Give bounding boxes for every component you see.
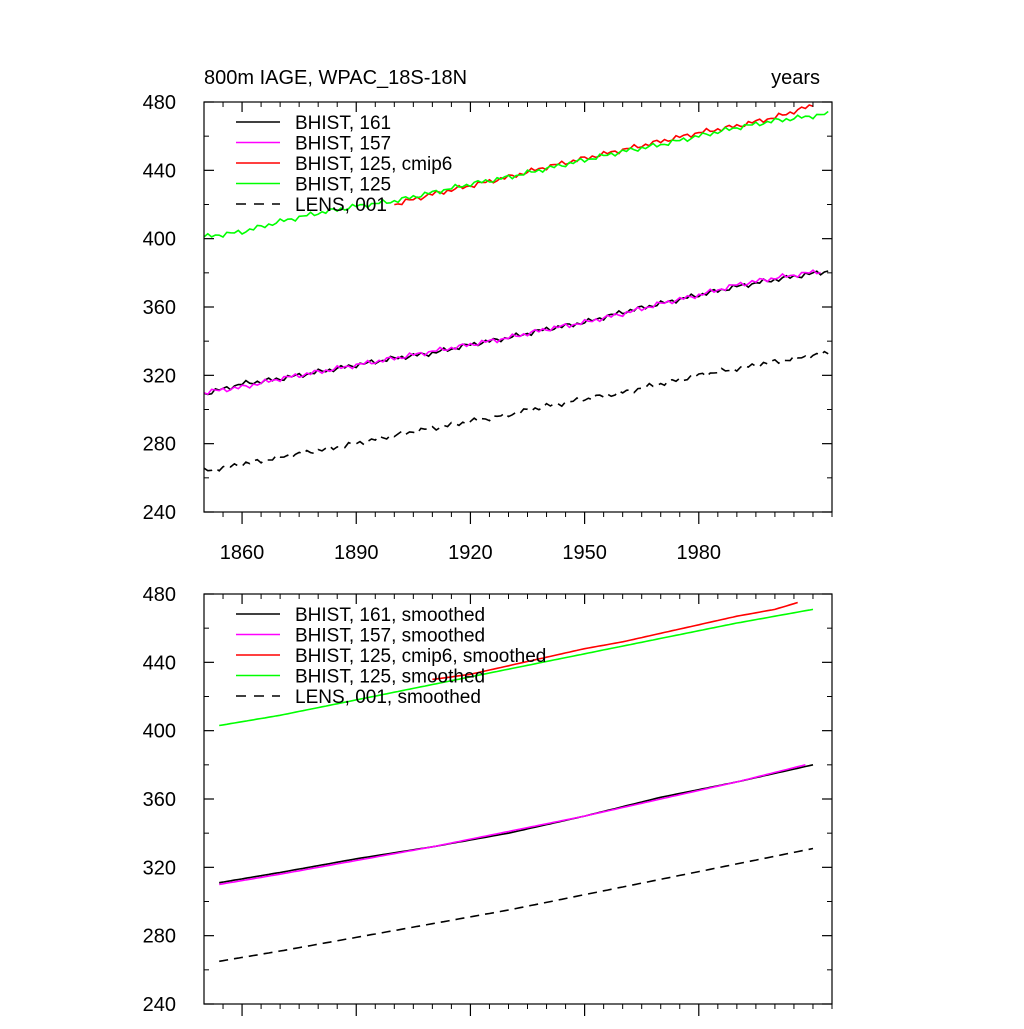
y-tick-label: 440: [143, 652, 176, 674]
y-tick-label: 440: [143, 160, 176, 182]
series-line-2: [203, 269, 821, 396]
x-tick-label: 1920: [448, 542, 493, 564]
series-line-4: [219, 608, 814, 727]
y-tick-label: 400: [143, 721, 176, 743]
legend-label-2: BHIST, 157: [295, 134, 391, 155]
y-tick-label: 240: [143, 502, 176, 524]
series-line-5: [203, 350, 829, 472]
series-line-2: [219, 764, 806, 886]
y-tick-label: 280: [143, 434, 176, 456]
y-tick-label: 480: [143, 92, 176, 114]
chart-panel-2: 240 280 320 360 400 440 480 BHIST, 161, smoothe…: [143, 584, 833, 1016]
x-tick-label: 1980: [677, 542, 722, 564]
legend-label-2: BHIST, 157, smoothed: [295, 626, 485, 647]
legend-label-1: BHIST, 161, smoothed: [295, 605, 485, 626]
x-tick-label: 1890: [334, 542, 379, 564]
series-line-3: [432, 601, 798, 681]
series-line-4: [203, 110, 829, 238]
x-tick-label: 1950: [562, 542, 607, 564]
y-tick-label: 320: [143, 857, 176, 879]
chart-title-left: 800m IAGE, WPAC_18S-18N: [204, 67, 467, 89]
legend-label-4: BHIST, 125, smoothed: [295, 667, 485, 688]
legend-label-5: LENS, 001: [295, 195, 387, 216]
series-line-1: [219, 764, 814, 884]
legend-label-5: LENS, 001, smoothed: [295, 687, 481, 708]
series-line-5: [219, 847, 814, 963]
y-tick-label: 400: [143, 229, 176, 251]
legend-label-3: BHIST, 125, cmip6, smoothed: [295, 646, 546, 667]
y-tick-label: 360: [143, 789, 176, 811]
x-tick-label: 1860: [220, 542, 265, 564]
y-tick-label: 480: [143, 584, 176, 606]
y-tick-label: 280: [143, 926, 176, 948]
chart-panel-1: 240 280 320 360 400 440 480 1860 1890 1920 1950 198…: [143, 67, 833, 564]
chart-title-right: years: [771, 67, 820, 89]
y-tick-label: 240: [143, 994, 176, 1016]
legend-label-4: BHIST, 125: [295, 175, 391, 196]
legend-label-1: BHIST, 161: [295, 113, 391, 134]
legend-label-3: BHIST, 125, cmip6: [295, 154, 452, 175]
y-tick-label: 360: [143, 297, 176, 319]
y-tick-label: 320: [143, 365, 176, 387]
